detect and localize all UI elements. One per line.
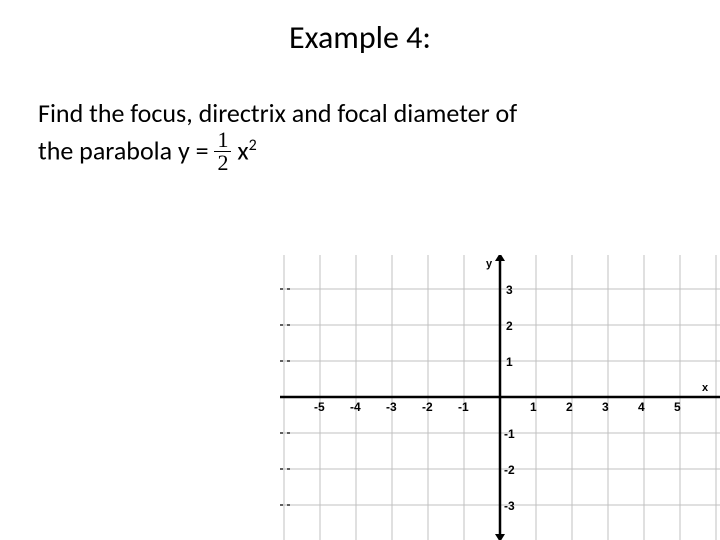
fraction: 1 2 [214,129,231,174]
graph-svg: y x -5 -4 -3 -2 -1 1 2 3 4 5 3 2 1 -1 -2 -3 [280,255,720,540]
problem-line2b: x [237,135,248,167]
problem-statement: Find the focus, directrix and focal diam… [0,57,720,176]
svg-text:-5: -5 [314,400,325,414]
example-title: Example 4: [0,0,720,57]
svg-text:-1: -1 [504,427,515,441]
svg-text:-2: -2 [504,463,515,477]
svg-text:3: 3 [506,283,513,297]
svg-text:y: y [486,258,493,270]
svg-text:3: 3 [602,400,609,414]
problem-line1: Find the focus, directrix and focal diam… [38,97,517,129]
svg-text:-3: -3 [386,400,397,414]
exponent: 2 [249,136,257,155]
coordinate-graph: y x -5 -4 -3 -2 -1 1 2 3 4 5 3 2 1 -1 -2 -3 [280,255,720,540]
svg-text:2: 2 [506,319,513,333]
fraction-denominator: 2 [214,152,231,174]
svg-text:-2: -2 [422,400,433,414]
svg-text:4: 4 [638,400,645,414]
svg-text:1: 1 [530,400,537,414]
svg-text:-1: -1 [458,400,469,414]
fraction-numerator: 1 [214,129,231,152]
problem-line2a: the parabola y = [38,135,214,167]
svg-text:-3: -3 [504,499,515,513]
svg-text:1: 1 [506,355,513,369]
svg-text:5: 5 [674,400,681,414]
svg-text:x: x [702,382,709,394]
svg-text:2: 2 [566,400,573,414]
svg-text:-4: -4 [350,400,361,414]
